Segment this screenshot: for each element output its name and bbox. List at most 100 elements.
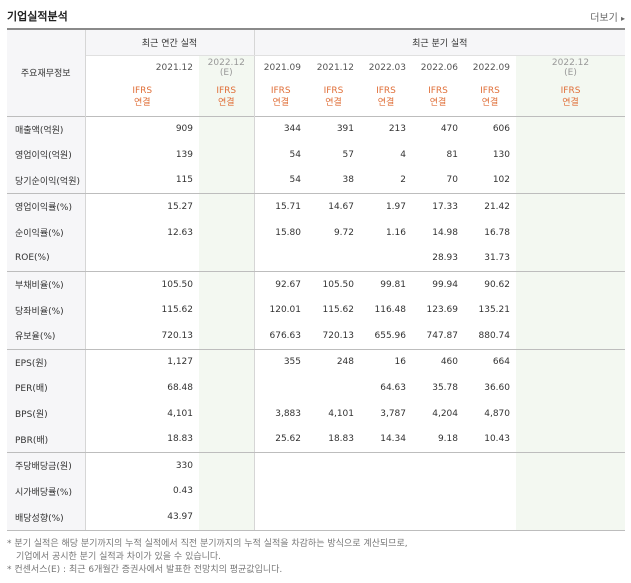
value-cell [516, 297, 626, 324]
footnote-line: * 분기 실적은 해당 분기까지의 누적 실적에서 직전 분기까지의 누적 실적… [7, 539, 408, 549]
row-label: 배당성향(%) [7, 504, 86, 531]
ifrs-standard-cell: IFRS 연결 [412, 81, 464, 116]
value-cell: 70 [412, 167, 464, 195]
value-cell: 135.21 [478, 305, 511, 316]
value-cell [199, 116, 255, 142]
value-cell: 36.60 [484, 382, 510, 393]
value-cell: 54 [254, 167, 307, 195]
value-cell [516, 400, 626, 427]
value-cell: 68.48 [167, 382, 193, 393]
period-header: 2021.12 [155, 63, 193, 74]
period-header: 2022.03 [368, 63, 406, 74]
value-cell [199, 478, 255, 505]
value-cell [516, 141, 626, 168]
value-cell: 123.69 [426, 305, 459, 316]
value-cell [199, 349, 255, 375]
row-label: EPS(원) [7, 349, 86, 375]
period-label: 2022.12 [207, 58, 245, 69]
value-cell [412, 453, 464, 479]
value-cell: 460 [440, 357, 458, 368]
group-header-row: 주요재무정보 최근 연간 실적 최근 분기 실적 [7, 29, 626, 116]
row-label: 매출액(억원) [7, 116, 86, 142]
table-row: 영업이익률(%) 15.27 15.71 14.67 1.97 17.33 21.42 [7, 193, 626, 220]
period-header: 2022.06 [420, 63, 458, 74]
value-cell: 31.73 [464, 245, 516, 272]
period-label: 2022.12 [551, 58, 590, 69]
value-cell: 1.97 [385, 201, 406, 212]
value-cell: 57 [342, 149, 354, 160]
value-cell [254, 245, 307, 272]
value-cell: 880.74 [464, 323, 516, 350]
consolidated-label: 연결 [481, 98, 499, 108]
table-row: 당좌비율(%) 115.62 120.01 115.62 116.48 123.69 135… [7, 297, 626, 324]
value-cell [254, 375, 307, 401]
table-row: BPS(원) 4,101 3,883 4,101 3,787 4,204 4,870 [7, 400, 626, 427]
value-cell [199, 452, 255, 479]
value-cell: 12.63 [167, 227, 193, 238]
row-label: 유보율(%) [7, 323, 86, 350]
ifrs-standard-cell: IFRS 연결 [85, 81, 199, 116]
table-row: 부채비율(%) 105.50 92.67 105.50 99.81 99.94 90.62 [7, 271, 626, 298]
consolidated-label: 연결 [272, 98, 290, 108]
more-label[interactable]: 더보기 [590, 13, 618, 24]
ifrs-label: IFRS [323, 86, 344, 96]
value-cell [307, 504, 360, 531]
value-cell: 105.50 [161, 279, 194, 290]
value-cell [412, 478, 464, 504]
value-cell: 720.13 [307, 323, 360, 350]
value-cell [516, 116, 626, 142]
table-row: PER(배) 68.48 64.63 35.78 36.60 [7, 374, 626, 401]
value-cell: 99.81 [380, 279, 406, 290]
value-cell: 4,870 [484, 408, 510, 419]
value-cell: 115.62 [322, 305, 355, 316]
consolidated-label: 연결 [429, 98, 447, 108]
value-cell [464, 453, 516, 479]
value-cell: 330 [175, 460, 193, 471]
table-row: PBR(배) 18.83 25.62 18.83 14.34 9.18 10.43 [7, 426, 626, 454]
value-cell: 3,787 [380, 408, 406, 419]
table-row: 유보율(%) 720.13 676.63 720.13 655.96 747.87 880.… [7, 323, 626, 350]
value-cell: 116.48 [374, 305, 407, 316]
value-cell [199, 426, 255, 454]
value-cell: 15.71 [275, 201, 301, 212]
value-cell: 25.62 [254, 426, 307, 454]
row-label: BPS(원) [7, 400, 86, 427]
consolidated-label: 연결 [562, 98, 579, 108]
quarter-group-header: 최근 분기 실적 [254, 29, 626, 56]
value-cell [199, 167, 255, 195]
ifrs-standard-cell: IFRS 연결 [307, 81, 360, 116]
value-cell: 213 [388, 124, 406, 135]
value-cell: 16.78 [484, 227, 510, 238]
value-cell: 102 [464, 167, 516, 195]
value-cell [360, 245, 412, 272]
table-body: 매출액(억원) 909 344 391 213 470 606 영업이익(억원) 139 54 57… [7, 116, 626, 531]
value-cell: 747.87 [412, 323, 464, 350]
footnote-line: * 컨센서스(E) : 최근 6개월간 증권사에서 발표한 전망치의 평균값입니… [7, 565, 283, 575]
more-link[interactable]: 더보기 ▸ [590, 9, 625, 24]
value-cell [199, 297, 255, 324]
value-cell [254, 453, 307, 479]
value-cell: 21.42 [484, 201, 510, 212]
value-cell [254, 504, 307, 531]
value-cell [199, 504, 255, 531]
value-cell [516, 219, 626, 246]
value-cell [307, 478, 360, 504]
row-label: 영업이익(억원) [7, 141, 86, 168]
value-cell [464, 478, 516, 504]
ifrs-standard-cell: IFRS 연결 [516, 81, 626, 116]
row-label: 당기순이익(억원) [7, 167, 86, 195]
value-cell [516, 478, 626, 505]
value-cell: 720.13 [85, 323, 199, 350]
value-cell: 120.01 [269, 305, 302, 316]
row-label: ROE(%) [7, 245, 86, 272]
ifrs-standard-cell: IFRS 연결 [254, 81, 307, 116]
value-cell: 655.96 [360, 323, 412, 350]
financial-summary-table: 주요재무정보 최근 연간 실적 최근 분기 실적 2021.12 2022.12(… [7, 28, 626, 531]
section-title: 기업실적분석 [7, 10, 68, 23]
section-header: 기업실적분석 더보기 ▸ [7, 8, 625, 24]
value-cell: 1.16 [385, 227, 406, 238]
value-cell [516, 271, 626, 298]
value-cell: 9.72 [333, 227, 354, 238]
value-cell [516, 245, 626, 272]
value-cell: 344 [283, 124, 301, 135]
